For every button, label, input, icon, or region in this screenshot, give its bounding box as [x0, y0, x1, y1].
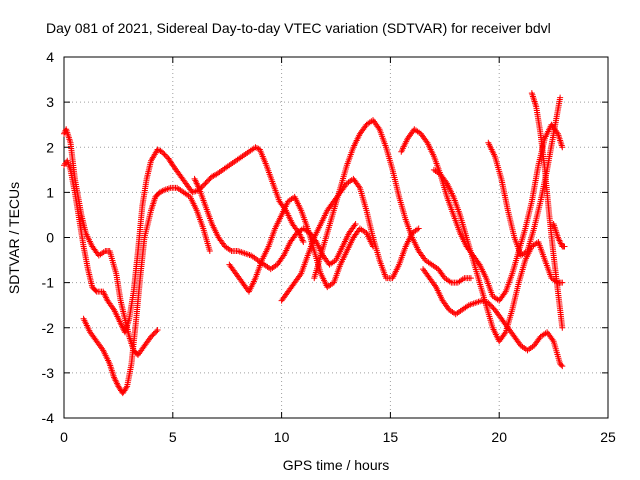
data-point	[154, 327, 161, 334]
data-point	[415, 225, 422, 232]
series-track-7	[311, 117, 474, 286]
data-point	[253, 145, 260, 152]
data-point	[159, 187, 166, 194]
series-track-13	[550, 220, 568, 250]
data-point	[161, 151, 168, 158]
data-point	[201, 181, 208, 188]
x-axis-label: GPS time / hours	[283, 457, 390, 473]
data-point	[559, 279, 566, 286]
data-point	[123, 384, 130, 391]
data-point	[467, 275, 474, 282]
data-point	[205, 177, 212, 184]
x-tick-label: 5	[169, 429, 177, 445]
x-tick-label: 25	[600, 429, 616, 445]
data-point	[203, 178, 210, 185]
series-track-4	[191, 175, 359, 273]
data-point	[352, 220, 359, 227]
data-point	[92, 287, 99, 294]
chart-title: Day 081 of 2021, Sidereal Day-to-day VTE…	[46, 20, 551, 36]
data-marks	[61, 90, 568, 397]
data-point	[559, 363, 566, 370]
x-tick-label: 20	[491, 429, 507, 445]
data-point	[558, 361, 565, 368]
data-point	[486, 301, 493, 308]
data-point	[559, 144, 566, 151]
data-point	[149, 332, 156, 339]
y-tick-label: 2	[46, 139, 54, 155]
series-track-8	[398, 121, 566, 304]
x-tick-label: 10	[274, 429, 290, 445]
series-track-2	[61, 126, 161, 358]
data-point	[211, 172, 218, 179]
data-point	[206, 176, 213, 183]
data-point	[202, 180, 209, 187]
data-point	[160, 150, 167, 157]
data-point	[557, 94, 564, 101]
x-tick-labels: 0 5 10 15 20 25	[60, 429, 616, 445]
data-point	[151, 329, 158, 336]
y-tick-label: 0	[46, 230, 54, 246]
data-point	[153, 328, 160, 335]
axis-ticks	[63, 56, 609, 419]
series-track-11	[485, 94, 564, 259]
y-axis-label: SDTVAR / TECUs	[6, 182, 22, 294]
data-point	[158, 148, 165, 155]
y-tick-label: -2	[42, 320, 55, 336]
series-track-5	[226, 193, 376, 295]
x-tick-label: 15	[383, 429, 399, 445]
y-tick-label: 3	[46, 94, 54, 110]
series-track-6	[278, 175, 422, 304]
y-tick-label: -3	[42, 365, 55, 381]
y-tick-label: 1	[46, 184, 54, 200]
series-track-3	[80, 184, 213, 397]
data-point	[206, 248, 213, 255]
data-point	[300, 239, 307, 246]
series-track-10	[430, 166, 566, 345]
series-track-12	[528, 90, 566, 331]
data-point	[489, 303, 496, 310]
data-point	[148, 333, 155, 340]
data-point	[162, 152, 169, 159]
y-tick-labels: -4 -3 -2 -1 0 1 2 3 4	[42, 49, 55, 426]
series-track-9	[420, 266, 566, 370]
x-tick-label: 0	[60, 429, 68, 445]
y-tick-label: -1	[42, 275, 55, 291]
data-point	[150, 331, 157, 338]
data-point	[559, 324, 566, 331]
y-tick-label: -4	[42, 410, 55, 426]
data-point	[561, 243, 568, 250]
y-tick-label: 4	[46, 49, 54, 65]
